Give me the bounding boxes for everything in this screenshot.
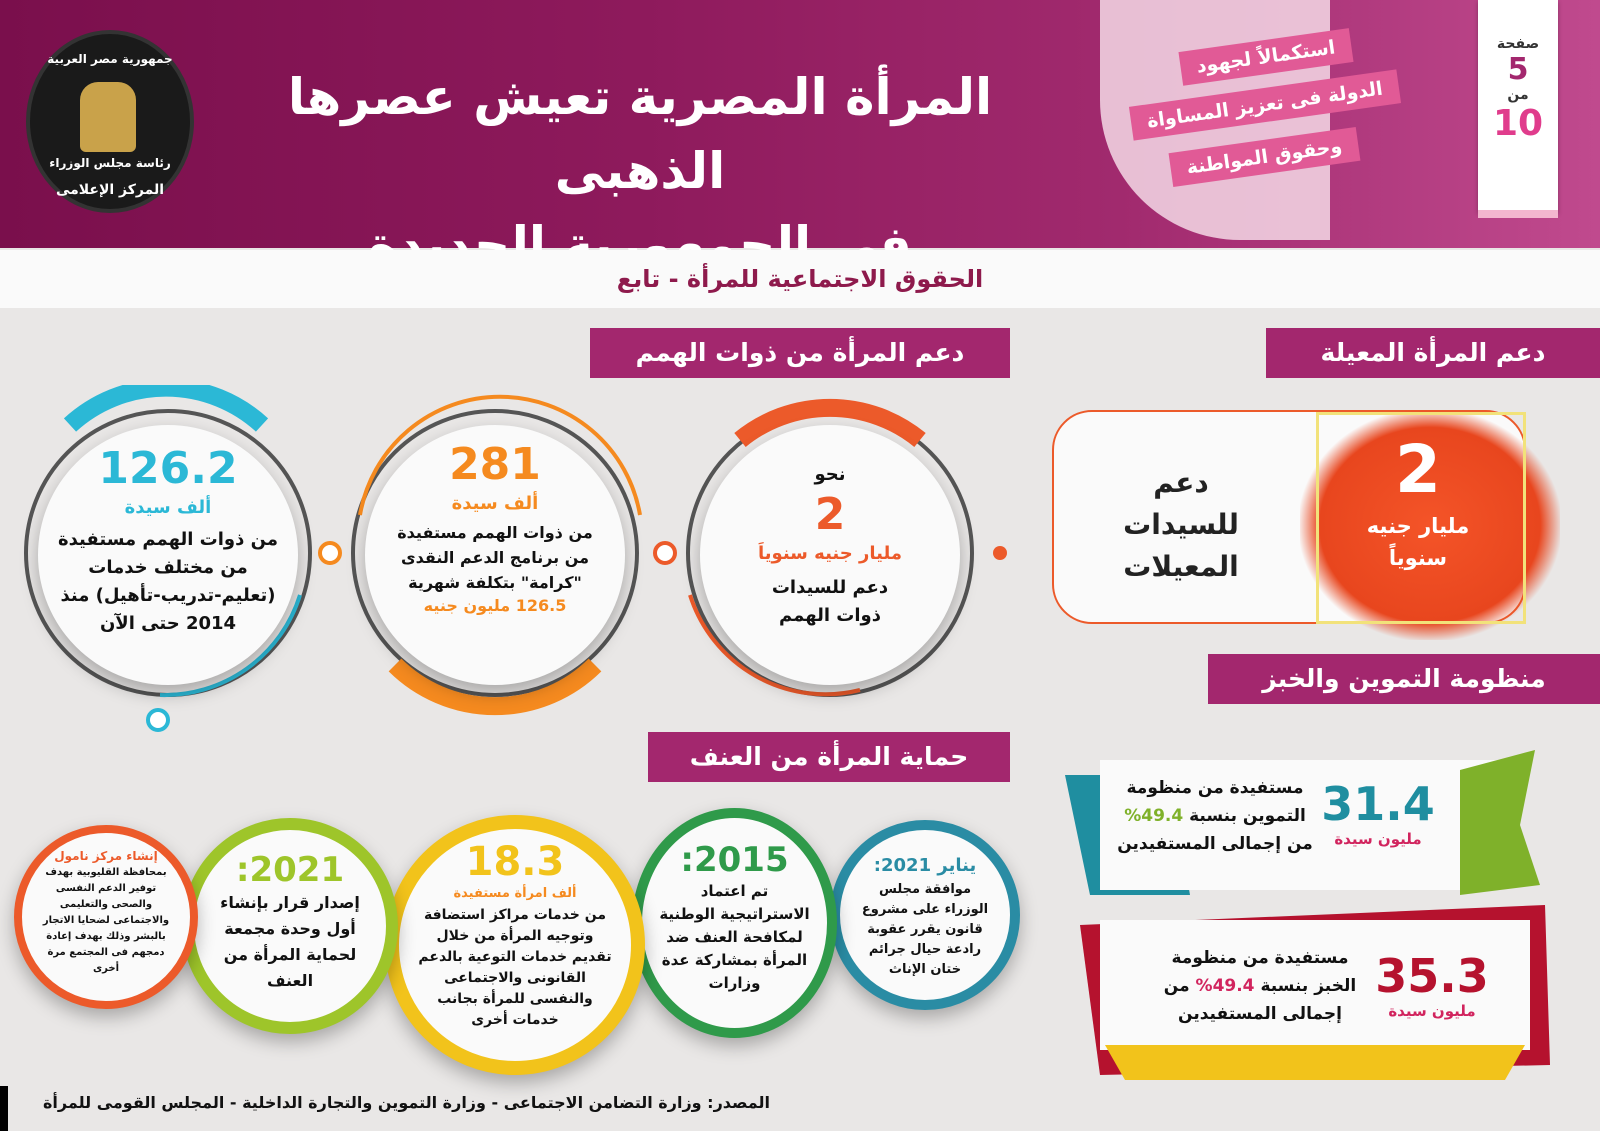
supply-section-title: منظومة التموين والخبز (1208, 654, 1600, 704)
c2-number: 281 (449, 439, 541, 490)
v3-unit: ألف امرأة مستفيدة (453, 886, 577, 901)
s1-text-c: من إجمالى المستفيدين (1117, 834, 1313, 854)
v2-head: 2015: (680, 840, 789, 880)
left-edge-bar (0, 1086, 8, 1131)
breadwinner-section-title: دعم المرأة المعيلة (1266, 328, 1600, 378)
arc-c3-cyan-thin (159, 594, 302, 698)
s2-unit: مليون سيدة (1388, 1002, 1476, 1020)
v3-head: 18.3 (465, 839, 565, 885)
main-title-line1: المرأة المصرية تعيش عصرها الذهبى (287, 68, 993, 200)
logo-text-middle: رئاسة مجلس الوزراء (49, 156, 171, 170)
cabinet-logo: جمهورية مصر العربية رئاسة مجلس الوزراء ا… (26, 30, 194, 213)
supply-s1-figure: 31.4 مليون سيدة (1318, 778, 1438, 848)
s2-number: 35.3 (1375, 949, 1489, 1003)
logo-text-top: جمهورية مصر العربية (47, 52, 173, 66)
s1-text-a: مستفيدة من منظومة (1126, 778, 1304, 798)
page-of-label: من (1507, 87, 1529, 103)
main-title: المرأة المصرية تعيش عصرها الذهبى فى الجم… (200, 60, 1080, 282)
page-total: 10 (1492, 103, 1544, 144)
c3-text: من ذوات الهمم مستفيدة من مختلف خدمات (تع… (58, 529, 278, 634)
breadwinner-yellow-frame (1316, 412, 1526, 624)
breadwinner-unit: مليار جنيه سنوياً (1366, 514, 1470, 570)
v1-head: يناير 2021: (873, 855, 977, 876)
s2-pct: 49.4% (1195, 976, 1255, 996)
supply-s2-shape (1080, 905, 1550, 1080)
s2-text-b: الخبز بنسبة (1260, 976, 1357, 996)
disabled-arcs (24, 385, 1007, 732)
violence-circle-1: يناير 2021: موافقة مجلس الوزراء على مشرو… (830, 820, 1020, 1010)
subtitle-bar: الحقوق الاجتماعية للمرأة - تابع (0, 250, 1600, 308)
s1-unit: مليون سيدة (1334, 830, 1422, 848)
supply-s2-text: مستفيدة من منظومة الخبز بنسبة 49.4% من إ… (1150, 944, 1370, 1028)
s1-pct: 49.4% (1124, 806, 1184, 826)
connector-dot-4 (146, 708, 170, 732)
violence-circle-5: إنشاء مركز نامول بمحافظة القليوبية بهدف … (14, 825, 198, 1009)
arc-c2-grey (351, 409, 639, 697)
page-indicator-stripe (1478, 210, 1558, 218)
subtitle: الحقوق الاجتماعية للمرأة - تابع (616, 265, 984, 293)
c2-amount-unit: مليون جنيه (423, 596, 511, 615)
v1-text: موافقة مجلس الوزراء على مشروع قانون يقرر… (861, 882, 989, 977)
logo-text-bottom: المركز الإعلامى (55, 182, 165, 198)
c3-number: 126.2 (98, 443, 238, 494)
page-label: صفحة (1496, 36, 1540, 52)
s1-text-b-line: التموين بنسبة 49.4% (1110, 802, 1320, 830)
supply-s1-text: مستفيدة من منظومة التموين بنسبة 49.4% من… (1110, 774, 1320, 858)
s2-text-c: إجمالى المستفيدين (1178, 1004, 1342, 1024)
arc-c2-orange-thin (358, 394, 642, 516)
c2-text: من ذوات الهمم مستفيدة من برنامج الدعم ال… (397, 523, 593, 592)
v4-head: 2021: (235, 850, 345, 890)
c1-top: نحو (814, 464, 846, 485)
paint-stroke-shape (1300, 410, 1560, 640)
page-indicator: صفحة 5 من 10 (1478, 0, 1558, 212)
source-note: المصدر: وزارة التضامن الاجتماعى - وزارة … (42, 1093, 770, 1112)
disabled-circle-1: نحو 2 مليار جنيه سنوياَ دعم للسيدات ذوات… (700, 425, 960, 685)
arc-c3-cyan (63, 385, 269, 432)
page-current: 5 (1507, 52, 1529, 87)
breadwinner-figure: 2 مليار جنيه سنوياً (1316, 430, 1520, 574)
arc-c2-orange (388, 658, 602, 716)
v2-text: تم اعتماد الاستراتيجية الوطنية لمكافحة ا… (659, 882, 810, 992)
violence-circle-4: 2021: إصدار قرار بإنشاء أول وحدة مجمعة ل… (182, 818, 398, 1034)
c1-unit: مليار جنيه سنوياَ (758, 543, 902, 564)
c2-unit: ألف سيدة (451, 493, 539, 514)
breadwinner-number: 2 (1395, 431, 1441, 508)
arc-c1-red-thin (688, 594, 861, 697)
arc-c1-red (734, 398, 926, 448)
connector-dot-2 (653, 541, 677, 565)
s1-text-b: التموين بنسبة (1189, 806, 1306, 826)
violence-section-title: حماية المرأة من العنف (648, 732, 1010, 782)
breadwinner-text: دعم للسيدات المعيلات (1123, 466, 1239, 583)
c3-unit: ألف سيدة (124, 497, 212, 518)
v3-text: من خدمات مراكز استضافة وتوجيه المرأة من … (418, 907, 612, 1028)
s2-text-a: مستفيدة من منظومة (1171, 948, 1349, 968)
c1-text: دعم للسيدات ذوات الهمم (771, 577, 889, 626)
s1-number: 31.4 (1321, 777, 1435, 831)
disabled-circle-2: 281 ألف سيدة من ذوات الهمم مستفيدة من بر… (365, 425, 625, 685)
s2-text-b-line: الخبز بنسبة 49.4% من (1150, 972, 1370, 1000)
eagle-emblem-icon (80, 82, 136, 152)
supply-s1-shape (1065, 750, 1540, 895)
disabled-circle-3: 126.2 ألف سيدة من ذوات الهمم مستفيدة من … (38, 425, 298, 685)
supply-s2-figure: 35.3 مليون سيدة (1372, 950, 1492, 1020)
connector-dot-3 (993, 546, 1007, 560)
v5-text: بمحافظة القليوبية بهدف توفير الدعم النفس… (42, 867, 170, 974)
violence-circle-3: 18.3 ألف امرأة مستفيدة من خدمات مراكز اس… (385, 815, 645, 1075)
c2-amount: 126.5 (515, 596, 567, 615)
v4-text: إصدار قرار بإنشاء أول وحدة مجمعة لحماية … (220, 893, 360, 990)
disabled-section-title: دعم المرأة من ذوات الهمم (590, 328, 1010, 378)
connector-dot-1 (318, 541, 342, 565)
v5-head: إنشاء مركز نامول (54, 849, 158, 863)
c2-amount-line: 126.5 مليون جنيه (365, 595, 625, 617)
c1-number: 2 (814, 489, 846, 540)
violence-circle-2: 2015: تم اعتماد الاستراتيجية الوطنية لمك… (632, 808, 837, 1038)
s2-text-b2: من (1163, 976, 1190, 996)
